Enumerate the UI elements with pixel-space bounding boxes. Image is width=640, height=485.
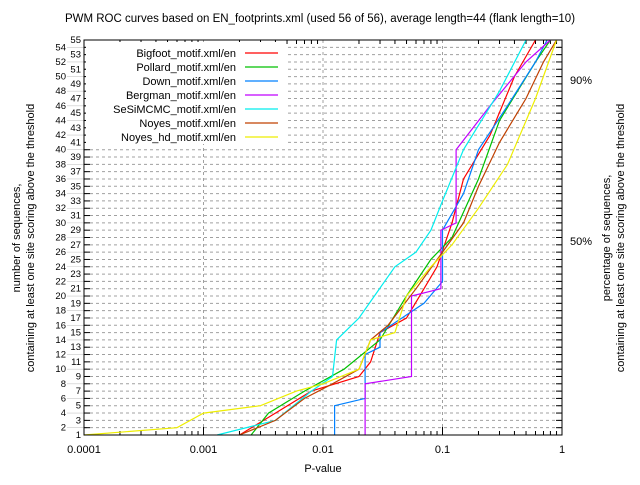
y-tick-label: 15 bbox=[70, 328, 81, 339]
y-tick-label: 1 bbox=[76, 430, 81, 441]
y-tick-label: 31 bbox=[70, 211, 81, 222]
x-tick-label: 1 bbox=[559, 444, 565, 456]
y-tick-label: 28 bbox=[55, 233, 66, 244]
y-tick-label: 49 bbox=[70, 79, 81, 90]
legend-label: Noyes_hd_motif.xml/en bbox=[121, 132, 236, 144]
y-tick-label: 22 bbox=[55, 276, 66, 287]
y-tick-label: 26 bbox=[55, 247, 66, 258]
y-tick-label: 8 bbox=[61, 379, 66, 390]
y2-axis-label-line1: percentage of sequences, bbox=[601, 175, 613, 302]
y-tick-label: 13 bbox=[70, 342, 81, 353]
y-tick-label: 30 bbox=[55, 218, 66, 229]
legend-label: Pollard_motif.xml/en bbox=[136, 62, 236, 74]
series-line-pollard bbox=[250, 39, 551, 436]
y-tick-label: 3 bbox=[76, 415, 81, 426]
y-tick-label: 43 bbox=[70, 123, 81, 134]
legend: Bigfoot_motif.xml/en Pollard_motif.xml/en… bbox=[113, 48, 278, 144]
series-line-bigfoot bbox=[239, 39, 537, 436]
legend-label: SeSiMCMC_motif.xml/en bbox=[113, 104, 236, 116]
x-tick-label: 0.1 bbox=[435, 444, 450, 456]
y-tick-label: 4 bbox=[61, 408, 66, 419]
y-tick-label: 19 bbox=[70, 298, 81, 309]
y-tick-label: 46 bbox=[55, 101, 66, 112]
y-tick-label: 40 bbox=[55, 145, 66, 156]
y-tick-label: 25 bbox=[70, 254, 81, 265]
y-tick-label: 6 bbox=[61, 393, 66, 404]
y-tick-label: 55 bbox=[70, 35, 81, 46]
y-tick-label: 21 bbox=[70, 284, 81, 295]
y-tick-label: 34 bbox=[55, 189, 66, 200]
y-tick-label: 16 bbox=[55, 320, 66, 331]
y-tick-label: 17 bbox=[70, 313, 81, 324]
plot-frame bbox=[83, 39, 563, 436]
y-tick-label: 23 bbox=[70, 269, 81, 280]
y-tick-label: 20 bbox=[55, 291, 66, 302]
x-tick-label: 0.01 bbox=[312, 444, 333, 456]
x-axis-label: P-value bbox=[304, 463, 341, 475]
y-tick-label: 38 bbox=[55, 159, 66, 170]
y-tick-label: 33 bbox=[70, 196, 81, 207]
y-axis-label-line1: number of sequences, bbox=[11, 184, 23, 293]
series-line-bergman bbox=[364, 39, 551, 435]
y-tick-label: 50 bbox=[55, 72, 66, 83]
y-tick-label: 32 bbox=[55, 203, 66, 214]
y2-tick-label: 90% bbox=[570, 75, 592, 87]
x-tick-label: 0.001 bbox=[190, 444, 218, 456]
y-tick-label: 11 bbox=[71, 357, 81, 368]
series-line-sesimcmc bbox=[216, 39, 527, 436]
y-tick-label: 52 bbox=[55, 57, 66, 68]
y-tick-label: 45 bbox=[70, 108, 81, 119]
y-tick-label: 37 bbox=[70, 167, 81, 178]
y2-axis-label-line2: containing at least one site scoring abo… bbox=[615, 104, 627, 372]
series-line-noyes bbox=[239, 39, 558, 436]
y-tick-label: 9 bbox=[76, 371, 81, 382]
x-tick-label: 0.0001 bbox=[67, 444, 101, 456]
y-tick-label: 35 bbox=[70, 181, 81, 192]
y-tick-label: 29 bbox=[70, 225, 81, 236]
chart-title: PWM ROC curves based on EN_footprints.xm… bbox=[65, 13, 575, 25]
y-tick-label: 5 bbox=[76, 401, 81, 412]
y2-tick-label: 50% bbox=[570, 236, 592, 248]
legend-label: Down_motif.xml/en bbox=[142, 76, 236, 88]
series-line-noyes bbox=[83, 39, 558, 436]
y-tick-label: 44 bbox=[55, 115, 66, 126]
y-tick-label: 53 bbox=[70, 50, 81, 61]
y-tick-label: 48 bbox=[55, 86, 66, 97]
y-tick-label: 7 bbox=[76, 386, 81, 397]
axis-ticks: 1234567891011121314151617181920212223242… bbox=[55, 35, 592, 456]
y-tick-label: 10 bbox=[55, 364, 66, 375]
y-tick-label: 27 bbox=[70, 240, 81, 251]
y-axis-label-line2: containing at least one site scoring abo… bbox=[25, 104, 37, 372]
y-tick-label: 39 bbox=[70, 152, 81, 163]
y-tick-label: 54 bbox=[55, 42, 66, 53]
y-tick-label: 41 bbox=[70, 137, 81, 148]
y-tick-label: 12 bbox=[55, 350, 66, 361]
y-tick-label: 51 bbox=[70, 64, 81, 75]
legend-label: Bigfoot_motif.xml/en bbox=[136, 48, 236, 60]
series-lines bbox=[83, 39, 558, 436]
y-tick-label: 42 bbox=[55, 130, 66, 141]
y-tick-label: 36 bbox=[55, 174, 66, 185]
y-tick-label: 2 bbox=[61, 423, 66, 434]
y-tick-label: 14 bbox=[55, 335, 66, 346]
legend-label: Noyes_motif.xml/en bbox=[139, 118, 236, 130]
y-tick-label: 18 bbox=[55, 306, 66, 317]
legend-label: Bergman_motif.xml/en bbox=[126, 90, 236, 102]
y-tick-label: 47 bbox=[70, 94, 81, 105]
y-tick-label: 24 bbox=[55, 262, 66, 273]
legend-background bbox=[86, 42, 286, 144]
